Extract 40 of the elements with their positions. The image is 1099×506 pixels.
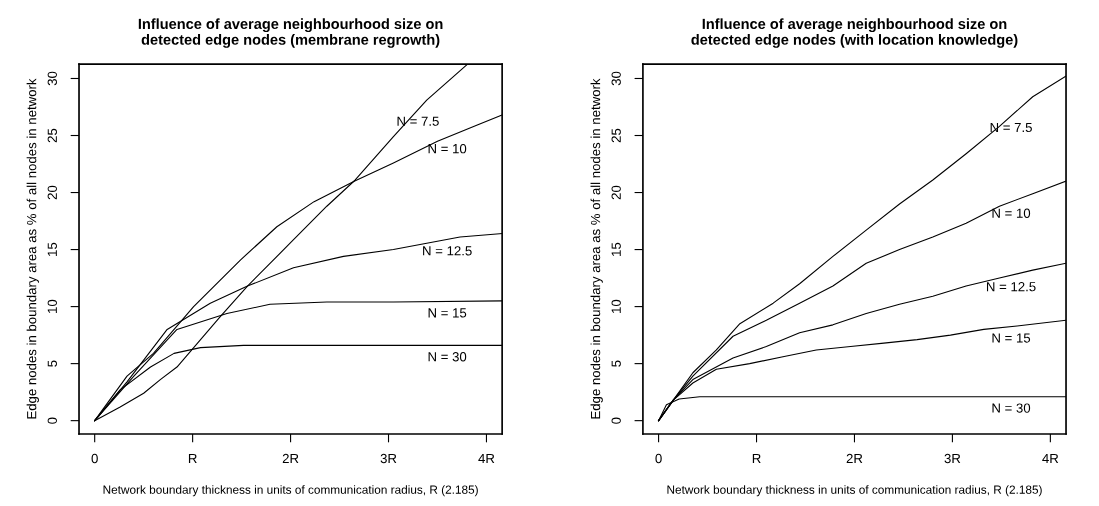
y-tick-label: 20 [611,185,621,200]
series-label: N = 10 [428,143,467,154]
series-label: N = 15 [992,333,1031,343]
y-tick-label: 10 [611,299,621,313]
series-label: N = 7.5 [990,122,1032,133]
series-label: N = 7.5 [397,116,439,126]
y-tick-label: 5 [611,360,621,367]
y-tick-label: 20 [47,185,57,200]
series-label: N = 30 [992,403,1031,413]
chart-title: Influence of average neighbourhood size on detected edge nodes (with location knowledge) [691,18,1018,48]
y-tick-label: 15 [611,242,621,256]
x-tick-label: 2R [282,453,299,463]
x-tick-label: 0 [655,453,662,464]
y-tick-label: 5 [47,360,57,367]
y-tick-label: 30 [611,71,621,86]
series-label: N = 12.5 [986,282,1036,292]
x-tick-label: 3R [944,453,961,464]
y-tick-label: 30 [47,71,57,86]
chart-title: Influence of average neighbourhood size on detected edge nodes (membrane regrowth) [138,18,443,48]
series-label: N = 12.5 [423,246,472,256]
y-tick-label: 15 [47,242,57,256]
x-tick-label: 0 [91,453,98,464]
x-tick-label: R [752,453,761,463]
y-tick-label: 10 [47,299,57,313]
series-label: N = 15 [428,308,467,318]
y-axis-title: Edge nodes in boundary area as % of all nodes in network [26,78,39,419]
x-tick-label: R [188,453,197,463]
y-tick-label: 25 [611,128,621,143]
y-tick-label: 0 [611,417,621,424]
x-axis-title: Network boundary thickness in units of communication radius, R (2.185) [103,485,478,497]
y-tick-label: 25 [47,128,57,143]
y-tick-label: 0 [47,417,57,424]
x-axis-title: Network boundary thickness in units of communication radius, R (2.185) [667,485,1042,497]
x-tick-label: 2R [846,453,863,463]
series-label: N = 30 [428,352,467,362]
series-label: N = 10 [992,208,1031,218]
x-tick-label: 4R [1042,453,1059,463]
x-tick-label: 4R [478,453,495,463]
x-tick-label: 3R [380,453,397,464]
y-axis-title: Edge nodes in boundary area as % of all nodes in network [590,78,603,419]
